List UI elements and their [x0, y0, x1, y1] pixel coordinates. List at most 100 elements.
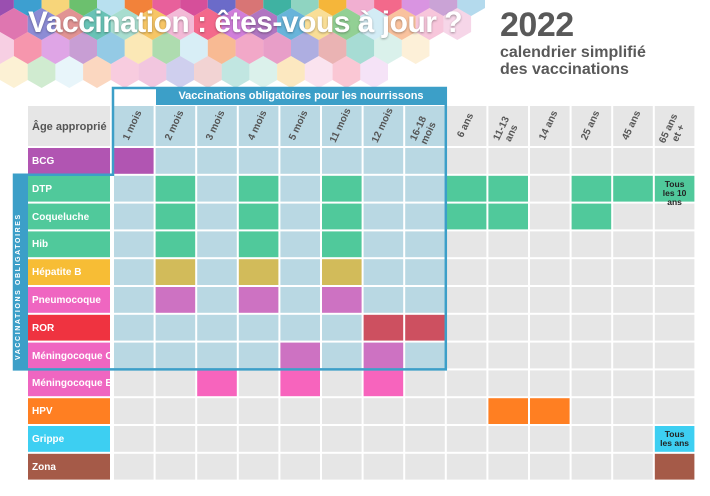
empty-cell [530, 287, 570, 313]
dose-cell [155, 231, 196, 258]
empty-cell [114, 342, 154, 369]
mosaic-hexagon [0, 56, 28, 88]
empty-cell [446, 314, 487, 341]
subtitle-line-1: calendrier simplifié [500, 44, 646, 61]
empty-cell [155, 453, 196, 480]
dose-cell [363, 314, 404, 341]
mosaic-hexagon [235, 32, 264, 64]
mosaic-hexagon [277, 56, 305, 88]
empty-cell [197, 175, 237, 202]
mosaic-hexagon [180, 32, 208, 64]
dose-cell [238, 203, 279, 230]
mosaic-hexagon [180, 0, 208, 16]
mosaic-hexagon [429, 0, 458, 16]
row-label-cell [28, 370, 110, 397]
empty-cell [530, 203, 570, 230]
empty-cell [197, 231, 237, 258]
mosaic-hexagon [360, 8, 388, 40]
mosaic-hexagon [69, 32, 97, 64]
dose-cell [488, 398, 528, 424]
dose-cell [322, 231, 362, 258]
empty-cell [363, 453, 404, 480]
empty-cell [530, 453, 570, 480]
mosaic-hexagon [221, 8, 250, 40]
empty-cell [654, 398, 695, 424]
empty-cell [571, 370, 612, 397]
empty-cell [571, 342, 612, 369]
empty-cell [363, 203, 404, 230]
mosaic-hexagon [291, 0, 319, 16]
row-label: Pneumocoque [32, 295, 101, 306]
empty-cell [654, 203, 695, 230]
empty-cell [405, 287, 445, 313]
mandatory-side-label: VACCINATIONS OBLIGATOIRES [15, 213, 22, 360]
empty-cell [280, 287, 320, 313]
mosaic-hexagon [138, 8, 167, 40]
empty-cell [363, 259, 404, 285]
column-header-cell [530, 106, 570, 146]
row-label: Méningocoque C [32, 350, 113, 362]
empty-cell [530, 342, 570, 369]
empty-cell [405, 370, 445, 397]
mosaic-hexagon [318, 32, 347, 64]
empty-cell [530, 370, 570, 397]
mosaic-hexagon [152, 0, 181, 16]
column-header-cell [405, 106, 445, 146]
mosaic-hexagon [194, 56, 222, 88]
empty-cell [488, 148, 528, 174]
column-header-cell [613, 106, 653, 146]
column-header-cell [363, 106, 404, 146]
mosaic-hexagon [360, 56, 388, 88]
row-label: ROR [32, 322, 55, 334]
empty-cell [155, 398, 196, 424]
mosaic-hexagon [277, 8, 305, 40]
empty-cell [405, 453, 445, 480]
mosaic-hexagon [0, 0, 14, 16]
empty-cell [654, 287, 695, 313]
mosaic-hexagon [110, 8, 139, 40]
empty-cell [488, 453, 528, 480]
mosaic-hexagon [13, 0, 42, 16]
row-label-cell [28, 231, 110, 258]
empty-cell [571, 231, 612, 258]
empty-cell [446, 370, 487, 397]
dose-cell [654, 426, 695, 452]
empty-cell [280, 426, 320, 452]
empty-cell [363, 398, 404, 424]
mosaic-hexagon [388, 8, 416, 40]
empty-cell [114, 426, 154, 452]
row-label-cell [28, 453, 110, 480]
empty-cell [446, 231, 487, 258]
column-header-cell [238, 106, 279, 146]
empty-cell [446, 453, 487, 480]
mosaic-hexagon [0, 32, 14, 64]
empty-cell [280, 259, 320, 285]
row-label: Hib [32, 239, 49, 251]
empty-cell [322, 148, 362, 174]
mandatory-band-label: Vaccinations obligatoires pour les nourr… [156, 88, 446, 105]
empty-cell [654, 148, 695, 174]
empty-cell [613, 453, 653, 480]
dose-cell [613, 175, 653, 202]
dose-cell [155, 203, 196, 230]
mosaic-hexagon [207, 32, 236, 64]
mosaic-hexagon [41, 32, 70, 64]
mosaic-hexagon [27, 56, 56, 88]
dose-cell [238, 287, 279, 313]
empty-cell [238, 314, 279, 341]
empty-cell [155, 426, 196, 452]
empty-cell [405, 398, 445, 424]
empty-cell [613, 314, 653, 341]
mosaic-hexagon [401, 32, 430, 64]
dose-cell [363, 370, 404, 397]
year-heading: 2022 [500, 6, 574, 44]
empty-cell [446, 148, 487, 174]
dose-cell [654, 453, 695, 480]
empty-cell [238, 148, 279, 174]
empty-cell [280, 453, 320, 480]
mosaic-hexagon [291, 32, 319, 64]
empty-cell [114, 203, 154, 230]
empty-cell [446, 259, 487, 285]
empty-cell [613, 231, 653, 258]
column-header-cell [488, 106, 528, 146]
